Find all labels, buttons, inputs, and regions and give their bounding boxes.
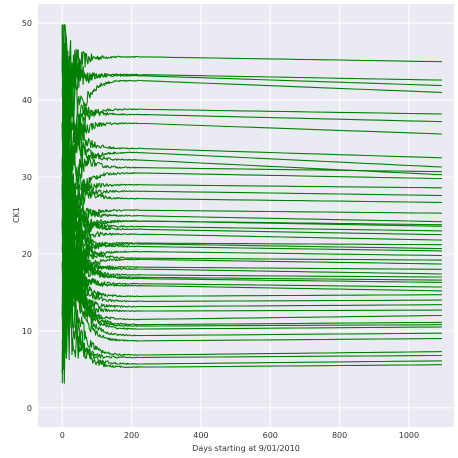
series-line: [61, 24, 442, 283]
x-axis-label: Days starting at 9/01/2010: [192, 444, 300, 453]
series-line: [61, 115, 442, 236]
series-line: [61, 42, 442, 176]
series-line: [61, 288, 442, 361]
series-lines: [61, 24, 442, 384]
x-tick-label: 600: [263, 431, 278, 440]
y-axis-label: CK1: [12, 207, 21, 223]
series-line: [61, 200, 442, 277]
x-tick-labels: 0 200 400 600 800 1000: [60, 431, 419, 440]
series-line: [61, 118, 442, 252]
y-tick-label: 20: [22, 250, 32, 259]
series-line: [61, 151, 442, 235]
series-line: [61, 65, 442, 261]
x-tick-label: 800: [332, 431, 347, 440]
series-line: [61, 25, 442, 150]
series-line: [61, 95, 442, 356]
y-tick-label: 0: [27, 404, 32, 413]
y-tick-label: 50: [22, 19, 32, 28]
series-line: [61, 171, 442, 266]
series-line: [61, 24, 442, 120]
y-tick-label: 30: [22, 173, 32, 182]
x-tick-label: 0: [60, 431, 65, 440]
series-line: [61, 88, 442, 203]
x-tick-label: 400: [193, 431, 208, 440]
series-line: [61, 162, 442, 369]
x-tick-label: 1000: [399, 431, 419, 440]
y-tick-label: 40: [22, 96, 32, 105]
series-line: [61, 163, 442, 365]
series-line: [61, 24, 442, 337]
y-tick-label: 10: [22, 327, 32, 336]
y-tick-labels: 0 10 20 30 40 50: [22, 19, 32, 413]
series-line: [61, 52, 442, 342]
series-line: [61, 30, 442, 159]
x-tick-label: 200: [124, 431, 139, 440]
series-line: [61, 122, 442, 278]
